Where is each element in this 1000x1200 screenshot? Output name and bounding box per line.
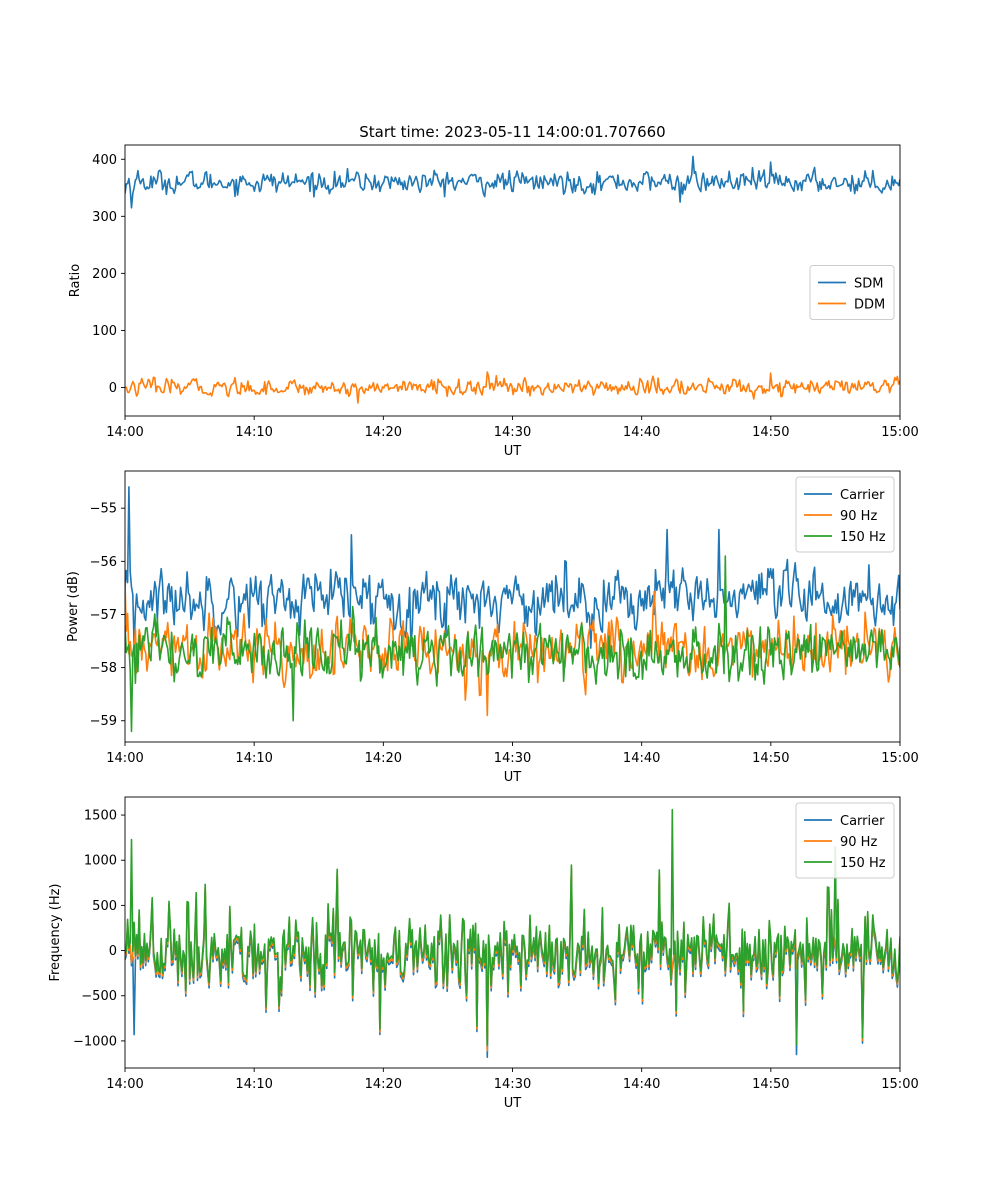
x-tick-label: 14:10 bbox=[235, 425, 272, 440]
x-tick-label: 15:00 bbox=[881, 751, 918, 766]
legend-label: DDM bbox=[854, 298, 885, 313]
chart-title: Start time: 2023-05-11 14:00:01.707660 bbox=[359, 123, 665, 141]
y-tick-label: 500 bbox=[92, 899, 117, 914]
x-tick-label: 14:30 bbox=[494, 1077, 531, 1092]
x-tick-label: 14:20 bbox=[365, 751, 402, 766]
y-tick-label: 100 bbox=[92, 324, 117, 339]
chart-panel-3: 14:00 14:10 14:20 14:30 14:40 14:50 15:00 1500 1… bbox=[48, 796, 919, 1111]
x-tick-label: 14:40 bbox=[623, 425, 660, 440]
series-line-ddm bbox=[125, 371, 900, 404]
y-tick-label: −56 bbox=[90, 555, 117, 570]
chart-panel-2: 14:00 14:10 14:20 14:30 14:40 14:50 15:00 −55 −5… bbox=[66, 470, 919, 785]
x-tick-label: 14:00 bbox=[106, 425, 143, 440]
x-tick-label: 14:50 bbox=[752, 425, 789, 440]
x-tick-label: 14:10 bbox=[235, 1077, 272, 1092]
y-tick-label: −59 bbox=[90, 714, 117, 729]
x-axis-label: UT bbox=[504, 444, 522, 459]
y-tick-label: 1500 bbox=[84, 809, 117, 824]
x-tick-label: 14:50 bbox=[752, 1077, 789, 1092]
y-tick-label: 1000 bbox=[84, 854, 117, 869]
legend-label: 90 Hz bbox=[840, 509, 877, 524]
x-tick-label: 14:30 bbox=[494, 425, 531, 440]
chart-panel-1: 14:00 14:10 14:20 14:30 14:40 14:50 15:00 0 100 2… bbox=[68, 123, 919, 459]
y-axis-label: Ratio bbox=[68, 264, 83, 297]
y-axis-label: Power (dB) bbox=[66, 571, 81, 642]
x-tick-label: 14:50 bbox=[752, 751, 789, 766]
series-line-carrier bbox=[125, 486, 900, 649]
x-tick-label: 15:00 bbox=[881, 1077, 918, 1092]
y-axis-label: Frequency (Hz) bbox=[48, 883, 63, 981]
series-line-sdm bbox=[125, 155, 900, 209]
y-tick-label: −55 bbox=[90, 502, 117, 517]
y-tick-label: −57 bbox=[90, 608, 117, 623]
legend-box bbox=[795, 802, 895, 879]
legend-label: Carrier bbox=[840, 488, 885, 503]
x-tick-label: 14:40 bbox=[623, 751, 660, 766]
y-tick-label: 200 bbox=[92, 267, 117, 282]
y-tick-label: −500 bbox=[81, 989, 117, 1004]
legend-box bbox=[809, 265, 895, 320]
legend-label: Carrier bbox=[840, 814, 885, 829]
x-tick-label: 14:10 bbox=[235, 751, 272, 766]
legend-box bbox=[795, 476, 895, 553]
y-tick-label: 0 bbox=[109, 381, 117, 396]
x-tick-label: 14:00 bbox=[106, 751, 143, 766]
series-line-150-hz bbox=[125, 555, 900, 733]
y-tick-label: 300 bbox=[92, 210, 117, 225]
y-tick-label: 0 bbox=[109, 944, 117, 959]
x-axis-label: UT bbox=[504, 770, 522, 785]
y-tick-label: −58 bbox=[90, 661, 117, 676]
series-line-150-hz bbox=[125, 808, 900, 1047]
legend-label: 150 Hz bbox=[840, 530, 886, 545]
x-tick-label: 14:20 bbox=[365, 425, 402, 440]
legend-label: 150 Hz bbox=[840, 856, 886, 871]
x-tick-label: 15:00 bbox=[881, 425, 918, 440]
y-tick-label: −1000 bbox=[73, 1034, 117, 1049]
x-tick-label: 14:40 bbox=[623, 1077, 660, 1092]
x-tick-label: 14:20 bbox=[365, 1077, 402, 1092]
legend-label: SDM bbox=[854, 277, 883, 292]
legend-label: 90 Hz bbox=[840, 835, 877, 850]
y-tick-label: 400 bbox=[92, 153, 117, 168]
x-tick-label: 14:00 bbox=[106, 1077, 143, 1092]
axes-frame bbox=[124, 144, 901, 417]
x-axis-label: UT bbox=[504, 1096, 522, 1111]
x-tick-label: 14:30 bbox=[494, 751, 531, 766]
